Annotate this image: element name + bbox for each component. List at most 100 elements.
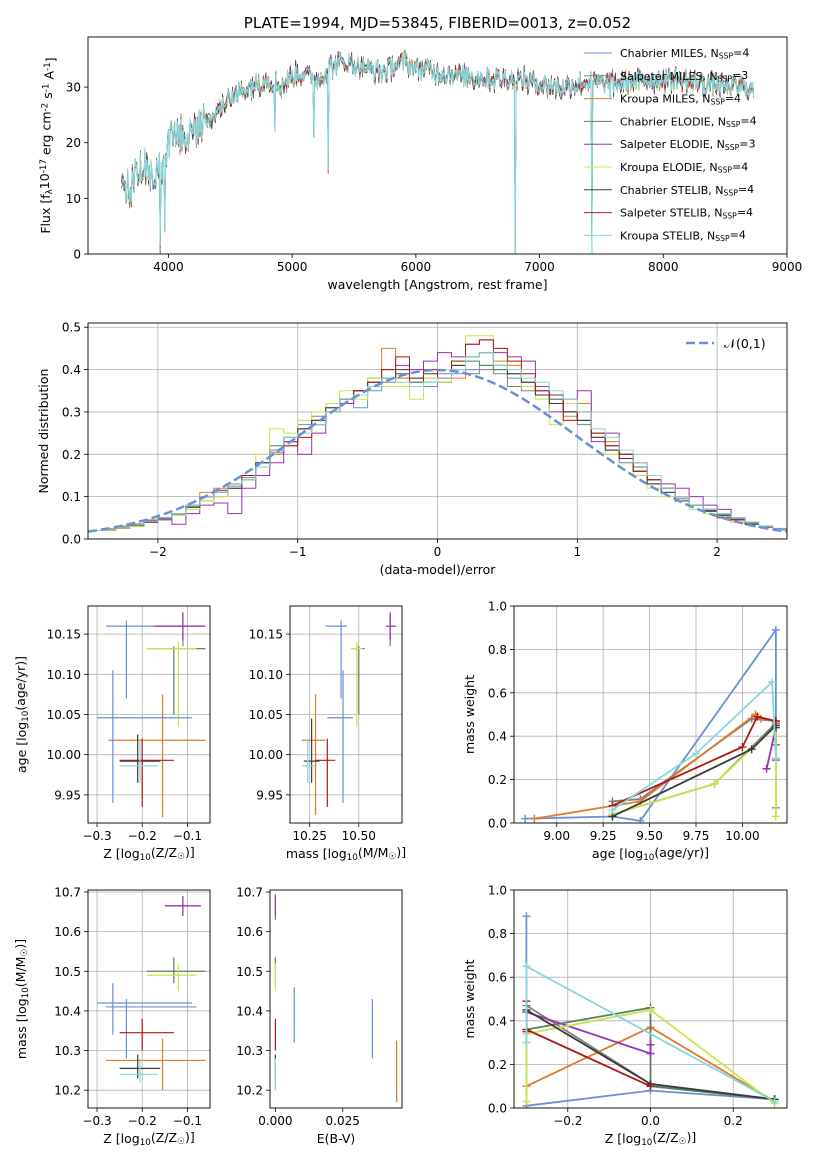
spectrum-series-line (121, 51, 755, 254)
data-point (327, 670, 353, 803)
y-tick-label: 10.4 (54, 1004, 81, 1018)
weight-line (525, 1009, 776, 1105)
x-tick-label: 8000 (648, 260, 679, 274)
data-point (153, 612, 201, 647)
y-tick-label: 0.8 (488, 927, 507, 941)
data-point (386, 612, 397, 641)
y-tick-label: 0.2 (488, 1058, 507, 1072)
weight-marker (771, 753, 780, 762)
spectrum-series-line (121, 54, 754, 254)
histogram-step-series (88, 352, 787, 539)
data-point (315, 738, 336, 807)
weight-marker (692, 749, 700, 758)
y-tick-label: 30 (66, 81, 81, 95)
plot-area (301, 612, 397, 815)
y-tick-label: 10.5 (236, 965, 263, 979)
panel-mass-weight-vs-Z: −0.2 0.0 0.2 0.0 0.2 0.4 0.6 0.8 1.0 Z [log10(Z/Z… (462, 884, 788, 1148)
y-tick-label: 10.15 (249, 628, 283, 642)
y-tick-label: 0.0 (488, 1102, 507, 1116)
weight-marker (522, 1038, 531, 1047)
weight-series (608, 677, 780, 814)
data-point (325, 620, 347, 699)
data-point (146, 646, 206, 715)
legend-entry: Kroupa STELIB, NSSP=4 (620, 229, 746, 243)
axes-frame (87, 36, 788, 255)
weight-line (612, 724, 777, 817)
x-axis-label: mass [log10(M/M☉)] (286, 844, 406, 863)
x-tick-label: −0.3 (82, 1114, 111, 1128)
legend-entry: Salpeter MILES, NSSP=3 (620, 69, 748, 83)
weight-line (611, 681, 777, 811)
data-point (146, 957, 206, 984)
data-point (106, 1038, 206, 1091)
weight-marker (753, 712, 762, 721)
y-tick-label: 0.4 (488, 730, 507, 744)
panel-mass-vs-Z: −0.3 −0.2 −0.1 10.2 10.3 10.4 10.5 10.6 10.7 Z [l… (12, 885, 211, 1148)
spectrum-legend: Chabrier MILES, NSSP=4 Salpeter MILES, NS… (584, 46, 757, 243)
data-point (119, 1018, 174, 1051)
y-tick-label: 10.10 (249, 668, 283, 682)
data-point (303, 718, 320, 783)
legend-entry: Kroupa MILES, NSSP=4 (620, 92, 741, 106)
y-tick-label: 10.00 (249, 748, 283, 762)
y-tick-label: 9.95 (256, 788, 283, 802)
y-tick-label: 0.4 (62, 363, 81, 377)
weight-marker (522, 912, 531, 921)
y-tick-label: 10.00 (47, 748, 81, 762)
y-tick-label: 10.10 (47, 668, 81, 682)
x-tick-label: 0.2 (724, 1114, 743, 1128)
x-axis-label: wavelength [Angstrom, rest frame] (327, 277, 547, 292)
x-tick-label: 0.000 (258, 1114, 292, 1128)
plot-area (521, 625, 780, 823)
data-point (350, 642, 363, 727)
weight-series (530, 710, 765, 823)
weight-marker (710, 779, 719, 788)
data-point (146, 642, 197, 727)
y-tick-label: 0.0 (488, 817, 507, 831)
x-tick-label: 4000 (153, 260, 184, 274)
weight-series (608, 712, 780, 810)
x-tick-label: 0 (434, 545, 442, 559)
spectrum-series-line (121, 52, 754, 254)
y-axis-label: Flux [fλ10-17 erg cm-2 s-1 A-1] (37, 57, 58, 233)
legend-entry: 𝒩(0,1) (724, 336, 766, 351)
x-tick-label: 2 (713, 545, 721, 559)
y-tick-label: 0.2 (488, 773, 507, 787)
x-tick-label: 9000 (772, 260, 803, 274)
x-tick-label: 7000 (524, 260, 555, 274)
weight-marker (522, 962, 531, 971)
data-point (386, 612, 397, 647)
x-tick-label: 5000 (277, 260, 308, 274)
y-tick-label: 10.2 (236, 1084, 263, 1098)
y-tick-label: 0.3 (62, 405, 81, 419)
weight-marker (738, 743, 747, 752)
normal-reference-curve (88, 368, 787, 533)
y-tick-label: 1.0 (488, 884, 507, 898)
data-point (106, 999, 197, 1059)
x-tick-label: 9.75 (683, 829, 710, 843)
x-tick-label: 9.25 (590, 829, 617, 843)
legend-entry: Salpeter ELODIE, NSSP=3 (620, 137, 756, 151)
x-tick-label: −2 (149, 545, 167, 559)
weight-marker (530, 814, 539, 823)
weight-marker (770, 1097, 779, 1106)
plot-area (121, 49, 755, 254)
weight-line (612, 715, 777, 807)
y-tick-label: 20 (66, 136, 81, 150)
y-tick-label: 10.7 (54, 885, 81, 899)
weight-marker (608, 805, 617, 814)
y-tick-label: 0.8 (488, 643, 507, 657)
legend-entry: Kroupa ELODIE, NSSP=4 (620, 160, 748, 174)
y-tick-label: 0.1 (62, 490, 81, 504)
x-axis-label: Z [log10(Z/Z☉)] (103, 844, 194, 863)
data-point (301, 694, 326, 815)
y-tick-label: 10 (66, 192, 81, 206)
panel-mass-vs-EBV: 0.000 0.025 10.2 10.3 10.4 10.5 10.6 10.7 E(B-V) (236, 885, 403, 1146)
legend-entry: Chabrier MILES, NSSP=4 (620, 46, 749, 60)
residual-legend: 𝒩(0,1) (686, 336, 766, 351)
legend-entry: Salpeter STELIB, NSSP=4 (620, 206, 753, 220)
y-tick-label: 0.6 (488, 686, 507, 700)
data-point (97, 983, 192, 1035)
y-tick-label: 10.6 (54, 925, 81, 939)
y-tick-label: 10.15 (47, 628, 81, 642)
